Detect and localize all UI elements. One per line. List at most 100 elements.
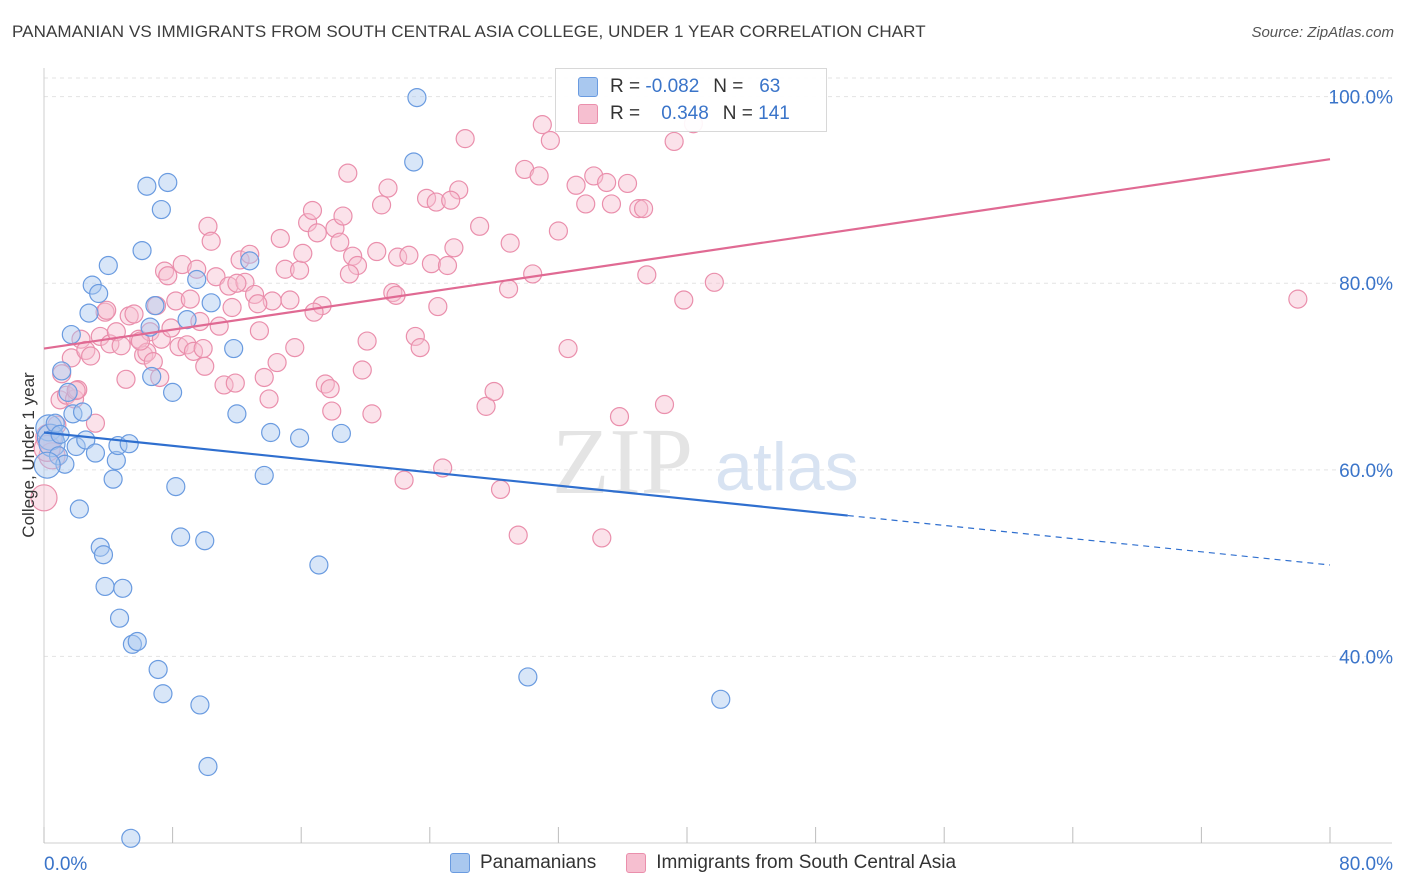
data-point [116,369,136,389]
legend-n-label: N = [713,76,744,97]
data-point [89,283,109,304]
y-axis-label: College, Under 1 year [19,372,38,538]
data-point [169,337,189,357]
data-point [66,436,86,457]
series-legend-label: Panamanians [480,852,597,873]
data-point [304,302,324,322]
data-point [121,828,141,848]
y-tick-label: 80.0% [1339,274,1393,295]
data-point [30,484,58,512]
tick-labels: 100.0% 80.0% 60.0% 40.0% 0.0% 80.0% [44,88,1393,875]
data-point [227,404,247,424]
data-point [490,479,511,500]
data-point [331,423,351,444]
data-point [61,324,81,345]
y-tick-label: 40.0% [1339,647,1393,668]
data-point [566,175,586,195]
y-tick-label: 100.0% [1329,88,1394,109]
series-legend-panamanians[interactable]: Panamanians [450,852,596,874]
legend-swatch-pink [626,853,647,873]
data-point [79,303,99,323]
data-point [1288,289,1308,309]
data-point [339,264,360,284]
data-point [166,291,186,311]
data-point [540,130,560,151]
data-point [137,342,157,362]
data-point [106,450,126,471]
data-point [201,293,221,313]
data-point [416,188,437,208]
series-legend: Panamanians Immigrants from South Centra… [450,852,986,874]
data-point [142,366,162,387]
data-point [130,331,151,351]
data-point [190,695,210,715]
data-point [371,195,392,215]
data-point [137,176,157,196]
data-point [72,402,93,422]
series-panamanians [33,87,731,848]
data-point [449,180,469,200]
y-tick-label: 60.0% [1339,461,1393,482]
data-point [437,255,458,276]
legend-swatch-blue [578,77,598,97]
data-point [55,454,75,474]
data-point [187,269,207,290]
legend-r-label: R = [610,103,641,124]
data-point [195,531,215,551]
data-point [293,243,313,263]
data-point [322,401,342,421]
data-point [378,178,398,198]
data-point [163,382,183,402]
watermark: ZIP atlas [552,410,859,514]
data-point [240,251,260,271]
data-point [399,245,419,265]
data-point [158,172,178,193]
data-point [58,382,78,402]
data-point [97,300,117,320]
data-point [109,608,130,628]
data-point [476,396,496,416]
source-label: Source: ZipAtlas.com [1251,24,1394,41]
data-point [52,361,72,381]
data-point [98,255,118,276]
data-point [230,250,250,270]
data-point [498,279,519,299]
data-point [410,338,430,358]
series-immigrants-south-central-asia [30,114,1308,548]
data-point [500,233,520,253]
data-point [198,756,218,777]
legend-swatch-blue [450,853,470,873]
data-point [508,525,528,545]
trend-line-immigrants [43,158,1331,350]
data-point [470,216,490,236]
data-point [330,232,350,252]
data-point [198,216,218,236]
data-point [367,241,387,262]
data-point [601,194,622,214]
x-tick-label: 0.0% [44,854,87,875]
data-point [81,346,101,366]
data-point [254,367,274,388]
data-point [150,367,170,388]
data-point [664,131,684,152]
data-point [405,326,425,347]
data-point [333,206,353,226]
data-point [267,352,287,373]
data-point [158,266,178,286]
data-point [85,443,106,463]
legend-n-label: N = [722,103,753,124]
series-legend-immigrants[interactable]: Immigrants from South Central Asia [626,852,956,874]
data-point [548,221,569,241]
data-point [127,631,147,652]
data-point [33,434,61,462]
data-point [597,172,617,193]
data-point [124,304,144,324]
data-point [111,336,131,356]
data-point [394,470,414,490]
data-point [66,380,86,401]
data-point [617,173,638,194]
data-point [153,684,173,704]
chart-title: PANAMANIAN VS IMMIGRANTS FROM SOUTH CENT… [12,22,926,41]
data-point [224,338,244,359]
data-point [523,264,543,284]
